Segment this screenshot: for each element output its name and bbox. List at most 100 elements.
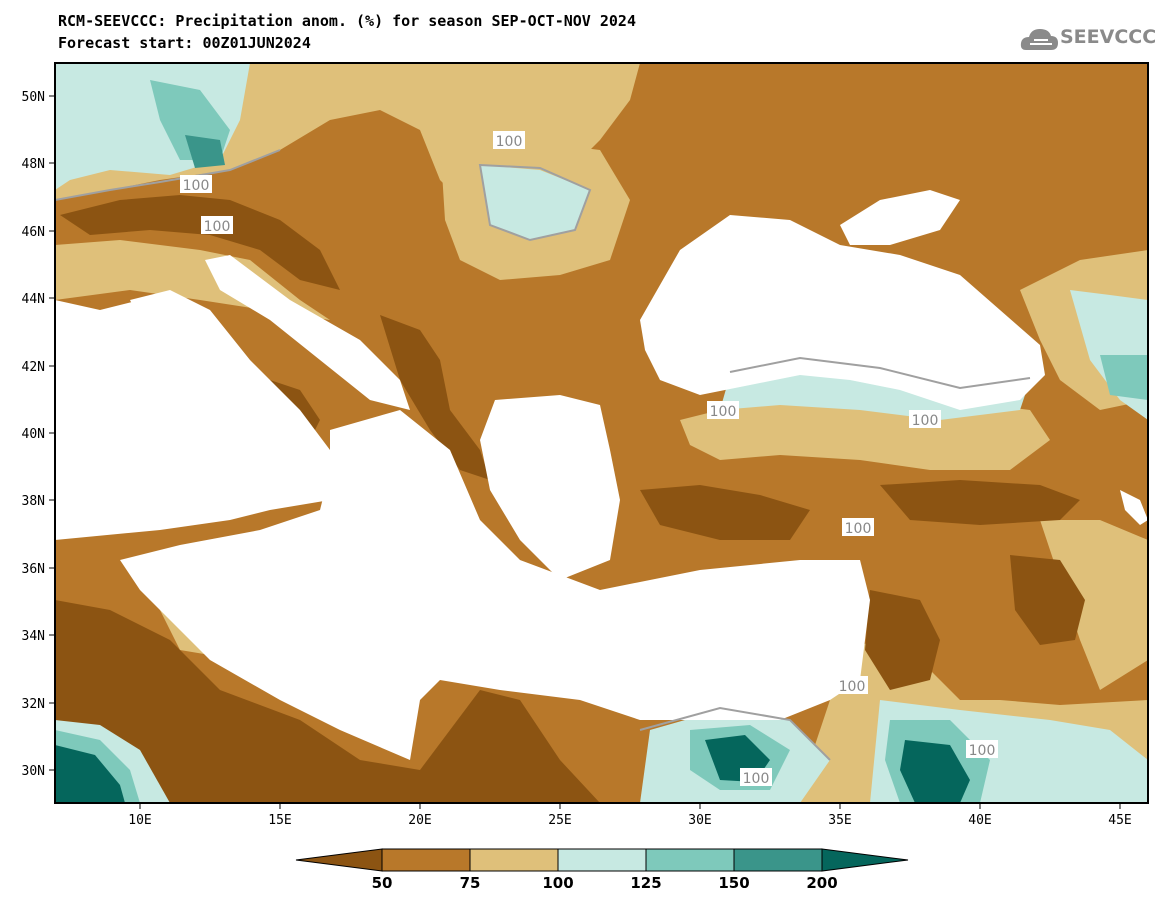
svg-text:40N: 40N bbox=[22, 427, 45, 442]
svg-text:44N: 44N bbox=[22, 292, 45, 307]
colorbar-segment-gt200 bbox=[821, 848, 909, 872]
contour-100-line bbox=[55, 149, 1031, 761]
lon-tick-label: 45E bbox=[1108, 803, 1132, 828]
forecast-start-subtitle: Forecast start: 00Z01JUN2024 bbox=[58, 34, 311, 52]
lon-tick-label: 40E bbox=[968, 803, 992, 828]
field-150-200-alps bbox=[185, 135, 225, 168]
svg-text:45E: 45E bbox=[1108, 813, 1131, 828]
contour-label: 100 bbox=[909, 410, 941, 429]
svg-text:100: 100 bbox=[183, 178, 210, 194]
contour-label: 100 bbox=[836, 676, 868, 695]
svg-text:30N: 30N bbox=[22, 764, 45, 779]
map-field bbox=[55, 63, 1148, 803]
lat-tick-label: 40N bbox=[22, 427, 55, 442]
svg-text:15E: 15E bbox=[268, 813, 291, 828]
field-gt200-arabia bbox=[900, 740, 970, 803]
svg-text:100: 100 bbox=[845, 521, 872, 537]
colorbar-segment-125-150 bbox=[645, 848, 735, 872]
svg-text:42N: 42N bbox=[22, 360, 45, 375]
colorbar-segment-lt50 bbox=[295, 848, 383, 872]
colorbar-segment-50-75 bbox=[381, 848, 471, 872]
field-lt50-east-turkey bbox=[880, 480, 1080, 525]
svg-text:30E: 30E bbox=[688, 813, 711, 828]
svg-text:40E: 40E bbox=[968, 813, 991, 828]
sea-azov bbox=[840, 190, 960, 245]
svg-text:100: 100 bbox=[496, 134, 523, 150]
colorbar-label: 200 bbox=[806, 874, 838, 892]
contour-label: 100 bbox=[493, 131, 525, 150]
svg-text:48N: 48N bbox=[22, 157, 45, 172]
lat-tick-label: 48N bbox=[22, 157, 55, 172]
colorbar-label: 50 bbox=[371, 874, 393, 892]
sea-ionian-central bbox=[120, 410, 870, 760]
sea-mediterranean-west bbox=[55, 300, 330, 540]
lat-tick-label: 50N bbox=[22, 90, 55, 105]
colorbar-label: 125 bbox=[630, 874, 662, 892]
lat-tick-label: 36N bbox=[22, 562, 55, 577]
svg-text:20E: 20E bbox=[408, 813, 431, 828]
lat-tick-label: 44N bbox=[22, 292, 55, 307]
svg-text:46N: 46N bbox=[22, 225, 45, 240]
svg-text:38N: 38N bbox=[22, 494, 45, 509]
lon-tick-label: 20E bbox=[408, 803, 432, 828]
lon-tick-label: 10E bbox=[128, 803, 152, 828]
colorbar-label: 100 bbox=[542, 874, 574, 892]
lat-tick-label: 34N bbox=[22, 629, 55, 644]
contour-label: 100 bbox=[180, 175, 212, 194]
colorbar-label: 150 bbox=[718, 874, 750, 892]
svg-text:100: 100 bbox=[969, 743, 996, 759]
contour-label: 100 bbox=[201, 216, 233, 235]
seevccc-logo-text: SEEVCCC bbox=[1060, 26, 1157, 48]
svg-text:100: 100 bbox=[912, 413, 939, 429]
sea-aegean bbox=[480, 395, 620, 580]
svg-text:50N: 50N bbox=[22, 90, 45, 105]
field-gt200-tunisia bbox=[55, 745, 125, 803]
lon-tick-label: 30E bbox=[688, 803, 712, 828]
svg-text:25E: 25E bbox=[548, 813, 571, 828]
field-75-100-east bbox=[1040, 520, 1148, 690]
svg-text:100: 100 bbox=[743, 771, 770, 787]
colorbar-segment-150-200 bbox=[733, 848, 823, 872]
svg-text:36N: 36N bbox=[22, 562, 45, 577]
contour-label: 100 bbox=[966, 740, 998, 759]
colorbar bbox=[295, 848, 909, 872]
contour-label: 100 bbox=[842, 518, 874, 537]
svg-text:32N: 32N bbox=[22, 697, 45, 712]
contour-labels: 100 100 100 100 100 100 100 100 100 bbox=[180, 131, 998, 787]
svg-text:100: 100 bbox=[710, 404, 737, 420]
colorbar-label: 75 bbox=[459, 874, 481, 892]
map-title: RCM-SEEVCCC: Precipitation anom. (%) for… bbox=[58, 12, 636, 30]
svg-text:100: 100 bbox=[839, 679, 866, 695]
field-100-125-hungary bbox=[480, 165, 590, 240]
contour-label: 100 bbox=[740, 768, 772, 787]
sea-black bbox=[640, 215, 1045, 410]
sea-caspian bbox=[1120, 490, 1148, 525]
colorbar-segment-100-125 bbox=[557, 848, 647, 872]
field-lt50-turkey bbox=[640, 485, 810, 540]
field-lt50-balkans bbox=[380, 315, 490, 480]
field-125-150-caucasus bbox=[1100, 355, 1148, 400]
seevccc-cloud-logo-icon bbox=[1020, 29, 1058, 50]
sea-adriatic bbox=[205, 255, 410, 410]
lat-tick-label: 46N bbox=[22, 225, 55, 240]
svg-text:35E: 35E bbox=[828, 813, 851, 828]
field-lt50-iraq bbox=[1010, 555, 1085, 645]
field-lt50-alps bbox=[60, 195, 340, 290]
contour-label: 100 bbox=[707, 401, 739, 420]
sea-tyrrhenian bbox=[130, 290, 340, 500]
lat-tick-label: 42N bbox=[22, 360, 55, 375]
lon-tick-label: 25E bbox=[548, 803, 572, 828]
field-lt50-north-africa bbox=[55, 600, 600, 803]
longitude-axis: 10E 15E 20E 25E 30E 35E 40E 45E bbox=[128, 803, 1132, 828]
latitude-axis: 50N 48N 46N 44N 42N 40N 38N 36N 34N 32N … bbox=[22, 90, 55, 779]
lon-tick-label: 35E bbox=[828, 803, 852, 828]
svg-text:34N: 34N bbox=[22, 629, 45, 644]
svg-text:10E: 10E bbox=[128, 813, 151, 828]
lon-tick-label: 15E bbox=[268, 803, 292, 828]
colorbar-segment-75-100 bbox=[469, 848, 559, 872]
svg-text:100: 100 bbox=[204, 219, 231, 235]
lat-tick-label: 38N bbox=[22, 494, 55, 509]
field-lt50-syria bbox=[865, 590, 940, 690]
lat-tick-label: 30N bbox=[22, 764, 55, 779]
